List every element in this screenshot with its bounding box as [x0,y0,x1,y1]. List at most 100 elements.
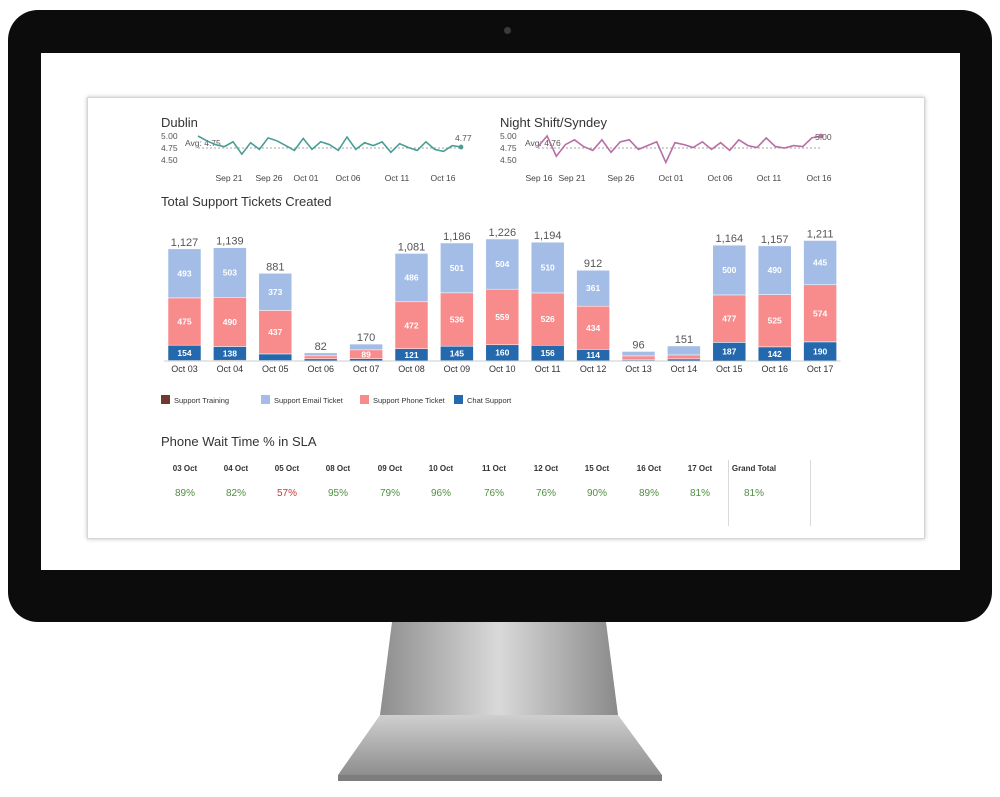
sla-column-header: 10 Oct [428,464,454,473]
sla-column-header: Grand Total [731,464,777,473]
bar-segment-email [258,273,293,311]
x-axis-category-label: Oct 04 [217,364,244,374]
bar-segment-email [576,269,610,307]
bar-segment-phone [757,294,792,348]
sla-column-header: 04 Oct [223,464,249,473]
bar-segment-label: 477 [722,314,736,324]
x-axis-category-label: Oct 07 [353,364,380,374]
sparkline-last-point [458,144,464,150]
bar-segment-label: 114 [586,350,600,360]
bar-segment-label: 361 [586,283,600,293]
bar-segment-label: 526 [541,314,555,324]
x-axis-category-label: Oct 03 [171,364,198,374]
bar-segment-label: 574 [813,308,827,318]
bar-segment-label: 437 [268,327,282,337]
sparkline-xtick-label: Oct 16 [806,173,831,183]
bar-segment-email [485,238,520,290]
bar-segment-email [349,343,383,351]
sla-value-cell: 90% [586,488,607,499]
bar-segment-label: 486 [404,273,418,283]
bar-segment-label: 536 [450,315,464,325]
bar-total-label: 881 [266,261,284,273]
bar-segment-email [530,241,565,294]
sparkline-sydney: 5.00 4.75 4.50 Avg: 4.76 5.00 Sep 16 Sep 21 Sep… [500,131,832,183]
bar-segment-phone [712,294,747,343]
sparkline-average-label: Avg: 4.76 [525,138,561,148]
sparkline-last-label: 4.77 [455,133,472,143]
sla-value-cell: 95% [327,488,348,499]
sparkline-last-label: 5.00 [815,132,832,142]
x-axis-category-label: Oct 17 [807,364,834,374]
bar-total-label: 151 [675,334,693,346]
sparkline-xtick-label: Oct 11 [385,173,410,183]
bar-segment-label: 89 [361,349,371,359]
x-axis-category-label: Oct 06 [307,364,334,374]
bar-total-label: 1,081 [398,241,426,253]
bar-segment-email [213,247,247,298]
sla-table: 03 Oct 89% 04 Oct 82% 05 Oct 57% 08 Oct 95% 09 O… [88,98,924,538]
bar-segment-label: 187 [722,347,736,357]
sparkline-xtick-label: Oct 01 [293,173,318,183]
x-axis-category-label: Oct 10 [489,364,516,374]
x-axis-category-label: Oct 08 [398,364,425,374]
sla-value-cell: 79% [379,488,400,499]
bar-segment-phone [394,301,429,350]
bar-segment-email [667,345,701,356]
sparkline-series-line [537,134,822,165]
legend-swatch [261,395,270,404]
bar-total-label: 170 [357,332,375,344]
bar-segment-label: 510 [541,263,555,273]
bar-total-label: 1,226 [489,227,517,239]
sparkline-series-line [197,135,462,156]
tickets-chart-title: Total Support Tickets Created [161,194,332,209]
sparklines-area: 5.00 4.75 4.50 Avg: 4.75 4.77 Sep 21 Sep 26 Oct… [161,131,832,183]
bar-total-label: 1,211 [807,228,834,240]
sparkline-xtick-label: Oct 01 [658,173,683,183]
x-axis-category-label: Oct 14 [671,364,698,374]
bar-segment-email [303,352,338,357]
x-axis-category-label: Oct 12 [580,364,607,374]
bar-segment-phone [213,297,247,347]
bar-total-label: 1,127 [171,237,199,249]
bar-segment-label: 142 [768,349,782,359]
sla-value-cell: 89% [174,488,195,499]
bar-segment-email [621,351,656,357]
bar-segment-label: 490 [768,265,782,275]
bar-segment-email [167,248,202,299]
legend-label: Support Email Ticket [274,396,344,405]
x-axis-category-label: Oct 15 [716,364,743,374]
x-axis-category-label: Oct 09 [444,364,471,374]
sparkline-title-sydney: Night Shift/Syndey [500,115,607,130]
sparkline-average-label: Avg: 4.75 [185,138,221,148]
sla-column-header: 12 Oct [533,464,559,473]
bar-segment-label: 154 [177,348,191,358]
sparkline-xtick-label: Sep 26 [256,173,283,183]
sla-value-cell: 81% [689,488,710,499]
legend-label: Chat Support [467,396,512,405]
bar-total-label: 1,194 [534,230,562,242]
bar-segment-label: 121 [404,350,418,360]
legend-swatch [360,395,369,404]
bar-segment-email [803,240,837,286]
sla-value-cell: 76% [535,488,556,499]
sparkline-dublin: 5.00 4.75 4.50 Avg: 4.75 4.77 Sep 21 Sep 26 Oct… [161,131,472,183]
dashboard-card: Dublin Night Shift/Syndey 5.00 4.75 4.50 Av… [87,97,925,539]
sla-value-cell: 81% [743,488,764,499]
sla-title: Phone Wait Time % in SLA [161,434,317,449]
sla-value-cell: 57% [276,488,297,499]
sparkline-xtick-label: Sep 26 [608,173,635,183]
bar-segment-phone [167,297,202,346]
bar-total-label: 1,164 [716,233,744,245]
sla-column-header: 09 Oct [377,464,403,473]
bar-segment-phone [803,284,837,343]
bar-segment-label: 501 [450,263,464,273]
sla-column-header: 11 Oct [481,464,506,473]
bar-segment-label: 559 [495,312,509,322]
bar-segment-label: 138 [223,348,237,358]
sparkline-xtick-label: Oct 16 [430,173,455,183]
bar-segment-label: 525 [768,316,782,326]
sparkline-ytick-label: 5.00 [161,131,178,141]
sparkline-xtick-label: Oct 06 [707,173,732,183]
bar-segment-label: 145 [450,348,464,358]
bar-segment-email [712,244,747,296]
